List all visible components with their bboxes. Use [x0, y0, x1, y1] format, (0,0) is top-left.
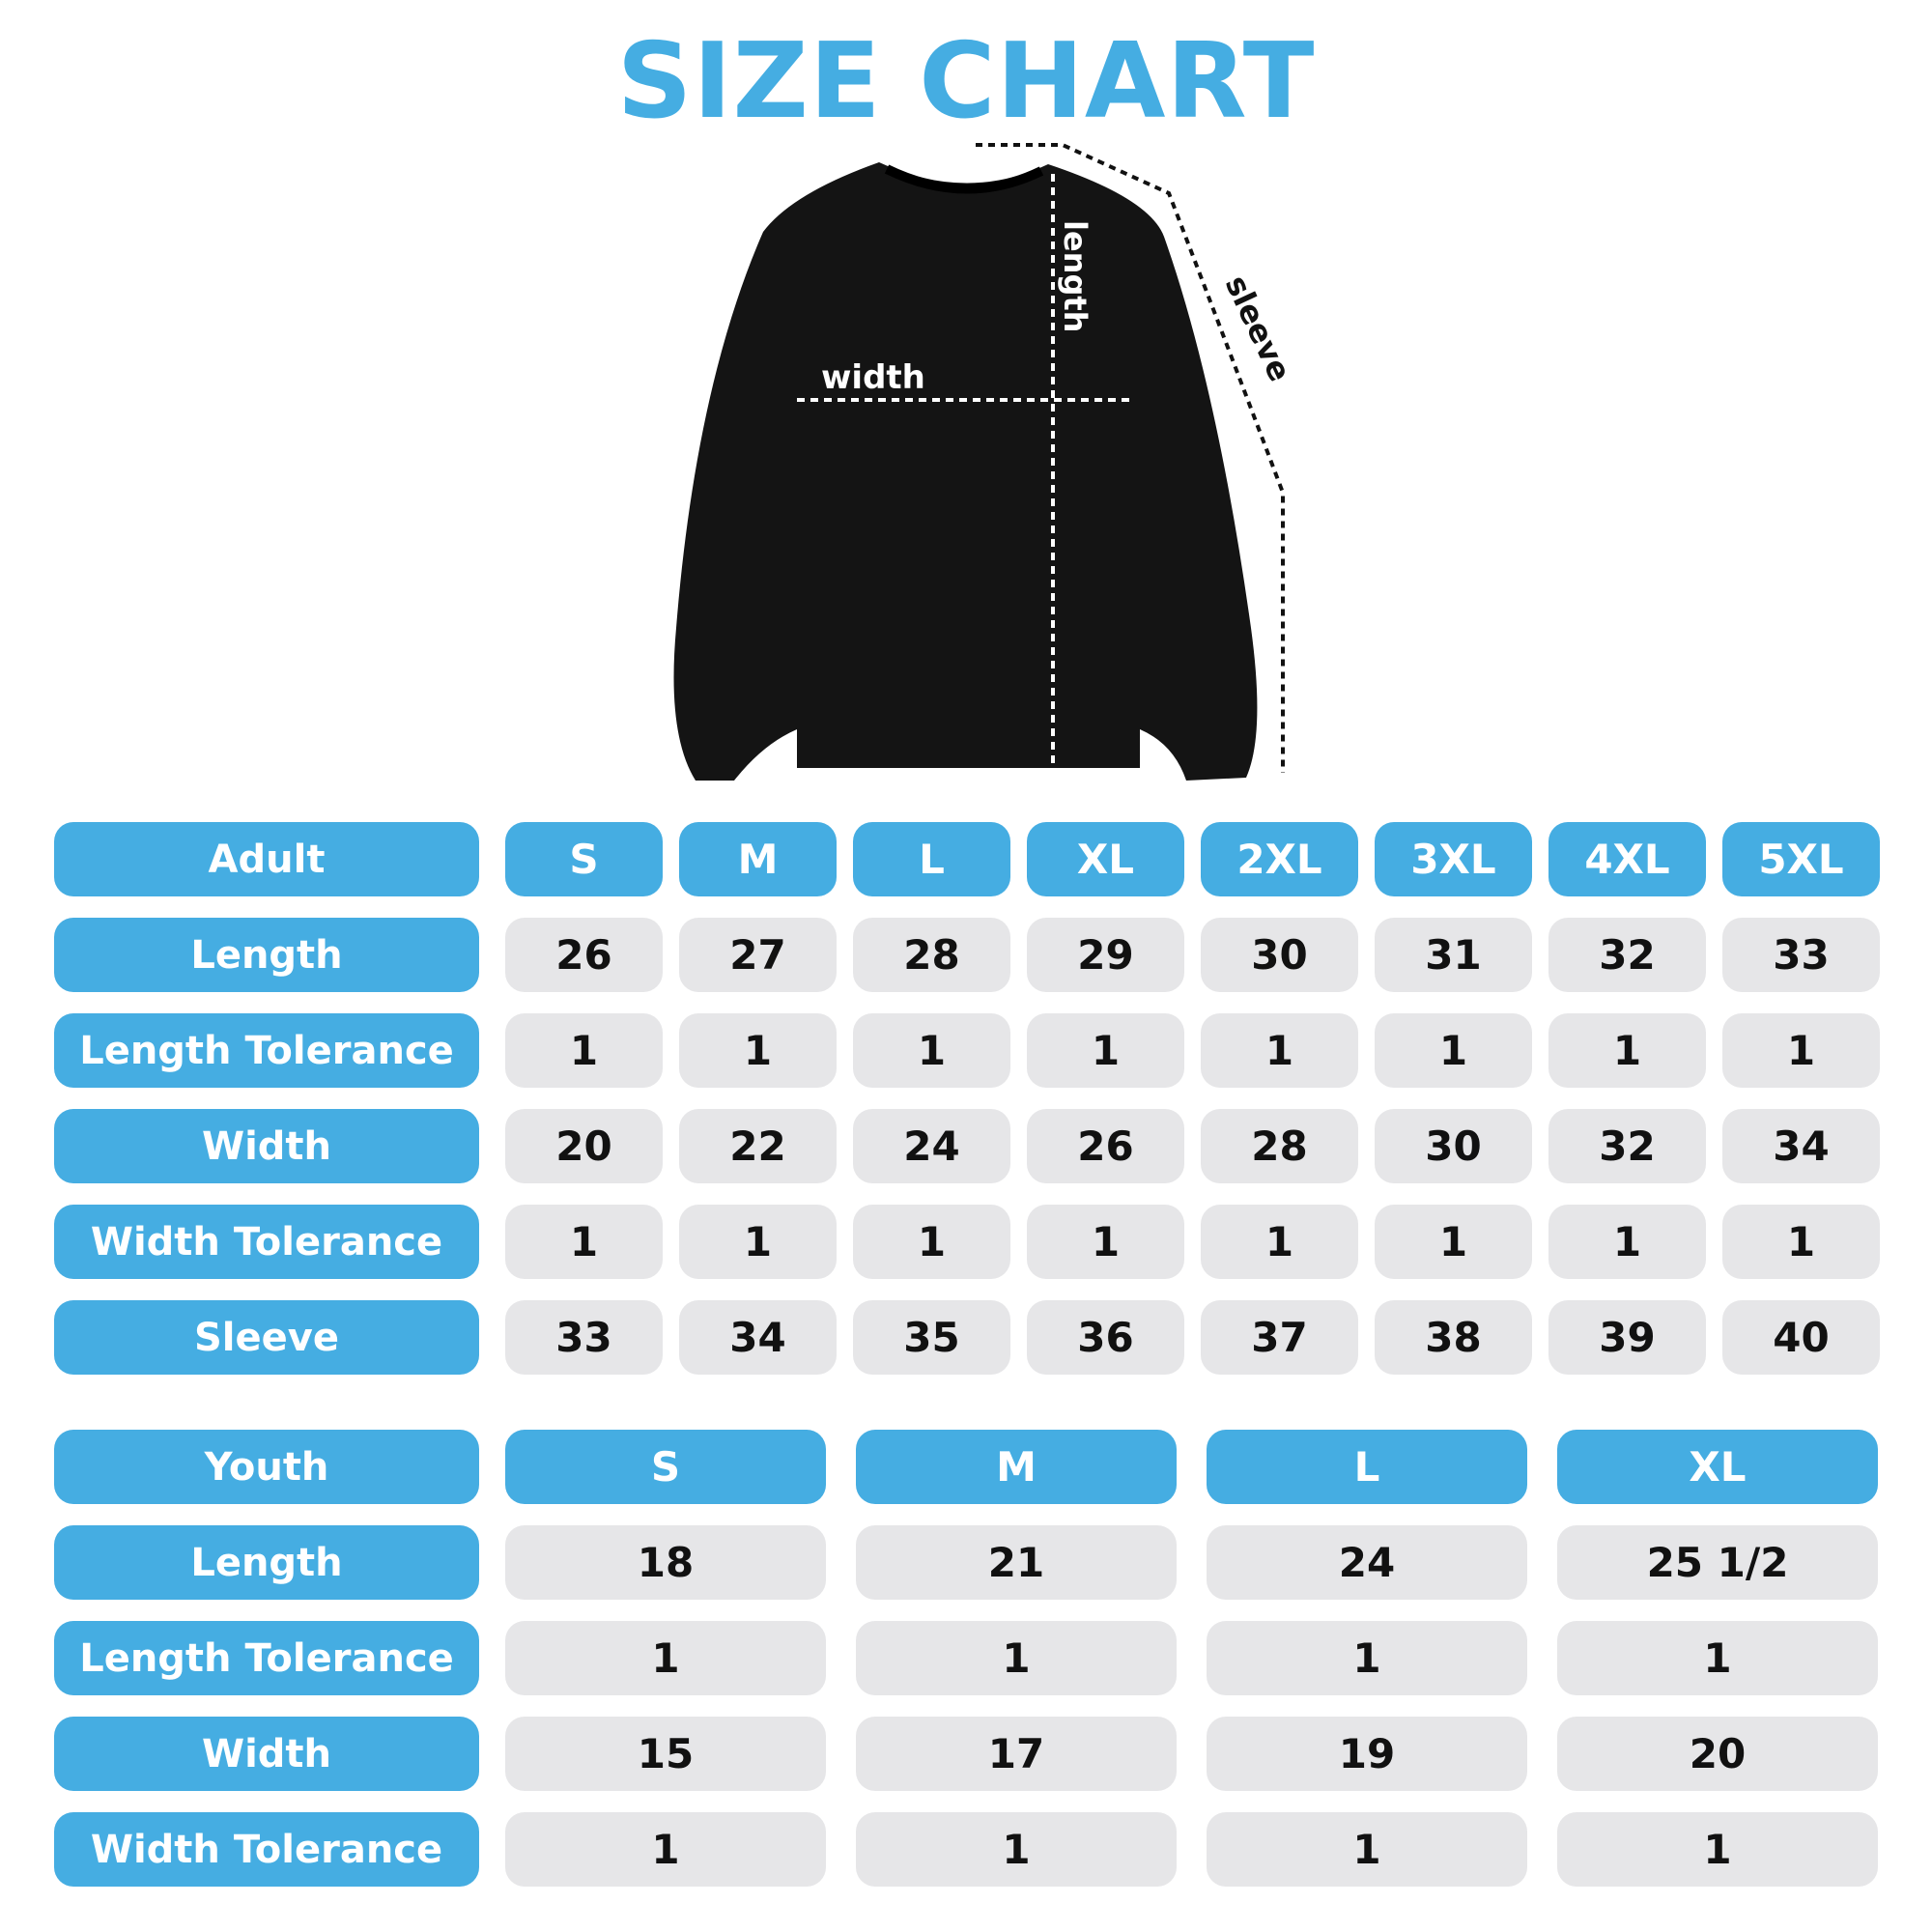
youth-cell: 1 — [1207, 1812, 1527, 1887]
adult-cell: 38 — [1375, 1300, 1532, 1375]
sweater-image — [673, 162, 1258, 781]
youth-cell: 21 — [856, 1525, 1177, 1600]
youth-cell: 24 — [1207, 1525, 1527, 1600]
youth-cell: 25 1/2 — [1557, 1525, 1878, 1600]
adult-cell: 36 — [1027, 1300, 1184, 1375]
adult-cell: 1 — [505, 1205, 663, 1279]
adult-row-label: Width — [54, 1109, 479, 1183]
youth-row-label: Width Tolerance — [54, 1812, 479, 1887]
adult-cell: 26 — [1027, 1109, 1184, 1183]
adult-cell: 35 — [853, 1300, 1010, 1375]
adult-row-label: Width Tolerance — [54, 1205, 479, 1279]
youth-row-label: Width — [54, 1717, 479, 1791]
adult-cell: 1 — [505, 1013, 663, 1088]
adult-cell: 1 — [1375, 1205, 1532, 1279]
adult-size-header: 3XL — [1375, 822, 1532, 896]
adult-cell: 1 — [679, 1013, 837, 1088]
youth-row-label: Length — [54, 1525, 479, 1600]
youth-cell: 19 — [1207, 1717, 1527, 1791]
youth-cell: 1 — [1557, 1812, 1878, 1887]
adult-cell: 39 — [1548, 1300, 1706, 1375]
youth-cell: 18 — [505, 1525, 826, 1600]
adult-size-header: 2XL — [1201, 822, 1358, 896]
adult-cell: 1 — [1722, 1013, 1880, 1088]
youth-size-header: M — [856, 1430, 1177, 1504]
adult-cell: 1 — [1722, 1205, 1880, 1279]
adult-row-label: Length — [54, 918, 479, 992]
adult-cell: 30 — [1375, 1109, 1532, 1183]
adult-cell: 33 — [1722, 918, 1880, 992]
adult-cell: 1 — [1201, 1205, 1358, 1279]
adult-row-label: Length Tolerance — [54, 1013, 479, 1088]
youth-cell: 17 — [856, 1717, 1177, 1791]
youth-cell: 1 — [505, 1812, 826, 1887]
adult-cell: 20 — [505, 1109, 663, 1183]
adult-cell: 27 — [679, 918, 837, 992]
youth-row-label: Length Tolerance — [54, 1621, 479, 1695]
adult-cell: 26 — [505, 918, 663, 992]
youth-size-header: S — [505, 1430, 826, 1504]
adult-cell: 30 — [1201, 918, 1358, 992]
adult-size-header: 4XL — [1548, 822, 1706, 896]
adult-size-header: XL — [1027, 822, 1184, 896]
sleeve-label: sleeve — [1218, 270, 1298, 386]
adult-cell: 1 — [853, 1013, 1010, 1088]
youth-cell: 20 — [1557, 1717, 1878, 1791]
youth-cell: 1 — [856, 1812, 1177, 1887]
adult-size-header: 5XL — [1722, 822, 1880, 896]
adult-cell: 1 — [679, 1205, 837, 1279]
adult-cell: 34 — [679, 1300, 837, 1375]
youth-size-header: XL — [1557, 1430, 1878, 1504]
adult-cell: 33 — [505, 1300, 663, 1375]
youth-cell: 1 — [1207, 1621, 1527, 1695]
length-label: length — [1057, 220, 1094, 332]
adult-cell: 1 — [1375, 1013, 1532, 1088]
adult-cell: 31 — [1375, 918, 1532, 992]
adult-cell: 28 — [853, 918, 1010, 992]
adult-cell: 1 — [1548, 1013, 1706, 1088]
adult-cell: 1 — [853, 1205, 1010, 1279]
adult-cell: 37 — [1201, 1300, 1358, 1375]
youth-cell: 1 — [856, 1621, 1177, 1695]
width-label: width — [821, 358, 925, 397]
sweater-diagram: width length sleeve — [673, 143, 1298, 781]
adult-cell: 29 — [1027, 918, 1184, 992]
sleeve-measure-line — [976, 143, 1285, 773]
collar — [884, 164, 1044, 194]
adult-size-header: L — [853, 822, 1010, 896]
youth-cell: 1 — [1557, 1621, 1878, 1695]
adult-header-label: Adult — [54, 822, 479, 896]
adult-cell: 34 — [1722, 1109, 1880, 1183]
youth-cell: 1 — [505, 1621, 826, 1695]
adult-cell: 1 — [1027, 1205, 1184, 1279]
adult-size-header: S — [505, 822, 663, 896]
adult-cell: 32 — [1548, 918, 1706, 992]
adult-cell: 1 — [1201, 1013, 1358, 1088]
adult-cell: 24 — [853, 1109, 1010, 1183]
youth-cell: 15 — [505, 1717, 826, 1791]
youth-size-header: L — [1207, 1430, 1527, 1504]
adult-row-label: Sleeve — [54, 1300, 479, 1375]
adult-cell: 32 — [1548, 1109, 1706, 1183]
adult-cell: 22 — [679, 1109, 837, 1183]
adult-cell: 1 — [1548, 1205, 1706, 1279]
adult-size-header: M — [679, 822, 837, 896]
youth-header-label: Youth — [54, 1430, 479, 1504]
page-title: SIZE CHART — [616, 21, 1316, 142]
adult-cell: 1 — [1027, 1013, 1184, 1088]
adult-cell: 40 — [1722, 1300, 1880, 1375]
adult-cell: 28 — [1201, 1109, 1358, 1183]
